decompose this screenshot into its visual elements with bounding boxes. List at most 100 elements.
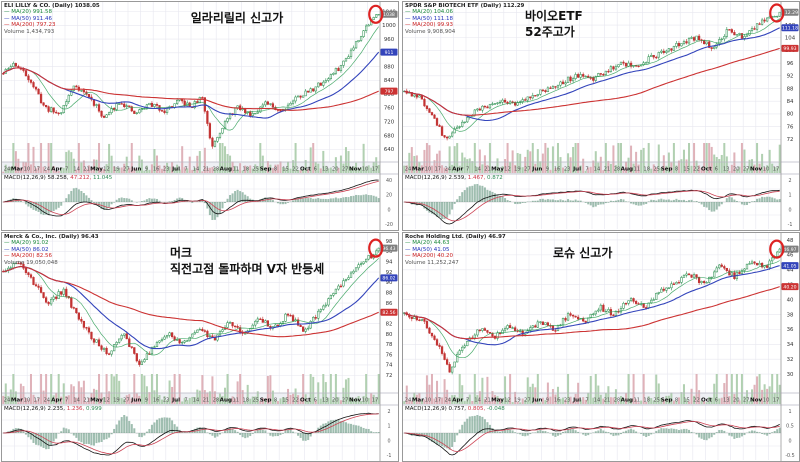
svg-text:27: 27 xyxy=(123,398,130,404)
svg-text:Aug: Aug xyxy=(220,398,232,404)
svg-text:25: 25 xyxy=(252,167,259,173)
svg-text:14: 14 xyxy=(193,398,200,404)
svg-text:Mar: Mar xyxy=(11,167,23,173)
svg-text:840: 840 xyxy=(384,78,395,84)
svg-text:17: 17 xyxy=(435,398,442,404)
svg-text:14: 14 xyxy=(594,398,601,404)
svg-text:797: 797 xyxy=(385,89,394,95)
annotation-line: 52주고가 xyxy=(525,25,575,39)
svg-text:94: 94 xyxy=(386,260,393,266)
svg-text:Jul: Jul xyxy=(572,167,581,173)
svg-text:17: 17 xyxy=(34,167,41,173)
svg-text:11: 11 xyxy=(633,398,640,404)
svg-text:Sep: Sep xyxy=(661,167,673,173)
svg-text:10: 10 xyxy=(362,398,369,404)
svg-text:Aug: Aug xyxy=(220,167,232,173)
svg-text:-20: -20 xyxy=(385,222,393,228)
svg-text:41.05: 41.05 xyxy=(783,263,796,269)
svg-text:20: 20 xyxy=(332,167,339,173)
svg-text:6: 6 xyxy=(314,398,317,404)
svg-text:24: 24 xyxy=(4,398,11,404)
svg-text:13: 13 xyxy=(322,398,329,404)
svg-text:25: 25 xyxy=(653,167,660,173)
svg-text:20: 20 xyxy=(332,398,339,404)
svg-text:32: 32 xyxy=(787,357,794,363)
svg-text:14: 14 xyxy=(474,167,481,173)
svg-text:Sep: Sep xyxy=(260,167,272,173)
svg-text:14: 14 xyxy=(474,398,481,404)
svg-text:800: 800 xyxy=(384,92,395,98)
svg-text:1038: 1038 xyxy=(383,12,395,18)
svg-text:Aug: Aug xyxy=(621,398,633,404)
svg-text:27: 27 xyxy=(743,398,750,404)
svg-text:80: 80 xyxy=(386,332,393,338)
svg-text:44: 44 xyxy=(787,268,794,274)
svg-text:6: 6 xyxy=(715,398,718,404)
svg-text:96: 96 xyxy=(787,61,794,67)
annotation-line: 머크 xyxy=(170,246,193,260)
svg-text:78: 78 xyxy=(386,342,393,348)
svg-text:19: 19 xyxy=(514,398,521,404)
svg-text:15: 15 xyxy=(683,167,690,173)
svg-text:27: 27 xyxy=(342,398,349,404)
svg-text:19: 19 xyxy=(113,398,120,404)
svg-text:15: 15 xyxy=(683,398,690,404)
svg-text:Oct: Oct xyxy=(300,398,311,404)
svg-text:9: 9 xyxy=(145,398,148,404)
svg-text:21: 21 xyxy=(604,398,611,404)
svg-text:9: 9 xyxy=(546,398,549,404)
svg-text:24: 24 xyxy=(405,398,412,404)
svg-text:72: 72 xyxy=(787,137,794,143)
svg-text:12: 12 xyxy=(504,167,511,173)
svg-text:27: 27 xyxy=(123,167,130,173)
svg-text:27: 27 xyxy=(342,167,349,173)
svg-text:2: 2 xyxy=(788,178,791,184)
svg-text:74: 74 xyxy=(386,363,393,369)
svg-text:96: 96 xyxy=(386,249,393,255)
svg-text:12: 12 xyxy=(504,398,511,404)
svg-text:14: 14 xyxy=(193,167,200,173)
svg-text:13: 13 xyxy=(322,167,329,173)
svg-text:Apr: Apr xyxy=(452,398,463,404)
svg-text:Nov: Nov xyxy=(349,398,362,404)
svg-text:34: 34 xyxy=(787,342,794,348)
svg-text:17: 17 xyxy=(372,167,379,173)
svg-text:911: 911 xyxy=(385,50,394,56)
svg-text:99.93: 99.93 xyxy=(783,46,796,52)
svg-text:40.20: 40.20 xyxy=(783,284,796,290)
svg-text:27: 27 xyxy=(524,398,531,404)
svg-text:82.56: 82.56 xyxy=(382,310,395,316)
svg-text:680: 680 xyxy=(384,133,395,139)
svg-text:111.18: 111.18 xyxy=(782,25,798,31)
svg-text:Mar: Mar xyxy=(412,167,424,173)
svg-text:Oct: Oct xyxy=(701,167,712,173)
svg-text:76: 76 xyxy=(386,352,393,358)
svg-text:12: 12 xyxy=(103,398,110,404)
svg-text:-0.5: -0.5 xyxy=(785,453,794,459)
svg-text:25: 25 xyxy=(653,398,660,404)
svg-text:11: 11 xyxy=(633,167,640,173)
svg-text:24: 24 xyxy=(444,167,451,173)
svg-text:0: 0 xyxy=(387,438,390,444)
svg-text:Aug: Aug xyxy=(621,167,633,173)
svg-text:28: 28 xyxy=(614,167,621,173)
svg-text:17: 17 xyxy=(773,167,780,173)
svg-text:8: 8 xyxy=(675,167,678,173)
svg-text:14: 14 xyxy=(594,167,601,173)
svg-text:6: 6 xyxy=(314,167,317,173)
svg-text:21: 21 xyxy=(484,167,491,173)
svg-text:23: 23 xyxy=(163,167,170,173)
svg-text:76: 76 xyxy=(787,124,794,130)
svg-text:Nov: Nov xyxy=(750,167,763,173)
svg-text:96.43: 96.43 xyxy=(382,246,395,252)
svg-text:80: 80 xyxy=(787,112,794,118)
svg-text:May: May xyxy=(90,398,103,404)
svg-text:Mar: Mar xyxy=(412,398,424,404)
svg-text:7: 7 xyxy=(585,167,588,173)
svg-text:23: 23 xyxy=(564,167,571,173)
svg-text:7: 7 xyxy=(184,167,187,173)
svg-text:20: 20 xyxy=(733,398,740,404)
svg-text:Jun: Jun xyxy=(531,167,542,173)
svg-text:14: 14 xyxy=(73,398,80,404)
svg-text:27: 27 xyxy=(743,167,750,173)
